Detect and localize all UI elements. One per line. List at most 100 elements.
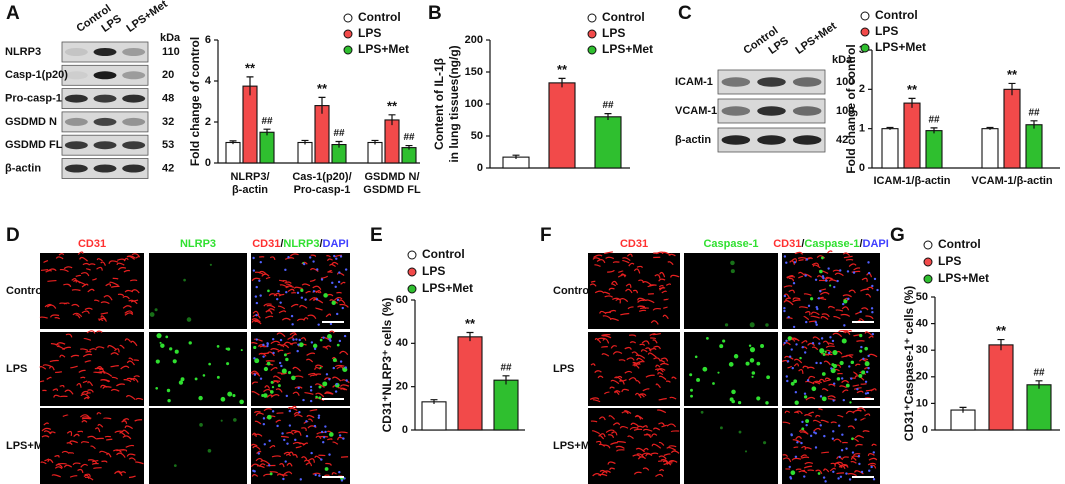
micro-texture: [801, 427, 805, 431]
micro-texture: [329, 330, 335, 334]
micro-texture: [816, 307, 819, 311]
micro-texture: [812, 264, 821, 269]
legend-label: LPS+Met: [875, 40, 926, 54]
micro-texture: [694, 355, 698, 359]
micro-texture: [868, 457, 878, 461]
micro-texture: [873, 277, 877, 281]
micro-texture: [59, 395, 68, 398]
micro-texture: [608, 309, 617, 313]
micro-texture: [633, 268, 641, 274]
micro-texture: [827, 342, 835, 345]
micro-texture: [46, 376, 52, 380]
micro-texture: [303, 459, 311, 463]
error-bar: [335, 140, 343, 148]
micro-texture: [89, 263, 96, 266]
micro-texture: [124, 310, 134, 314]
micro-texture: [826, 349, 833, 354]
micro-texture: [783, 285, 793, 288]
micro-texture: [130, 279, 138, 282]
micro-texture: [338, 431, 348, 434]
micro-texture: [290, 303, 299, 308]
micro-texture: [782, 457, 792, 463]
micro-texture: [42, 364, 52, 367]
micro-texture: [304, 298, 307, 301]
micro-texture: [630, 422, 639, 427]
micro-texture: [793, 446, 799, 449]
panel-letter: C: [678, 3, 692, 24]
micro-texture: [51, 474, 62, 478]
micro-texture: [287, 407, 298, 411]
micro-texture: [279, 279, 285, 283]
micro-texture: [295, 338, 298, 341]
micro-texture: [302, 398, 305, 402]
micro-texture: [800, 441, 803, 445]
micro-texture: [112, 449, 123, 453]
legend-marker: [923, 257, 933, 267]
micro-texture: [83, 337, 92, 341]
blot-band: [64, 164, 88, 173]
micro-texture: [804, 274, 807, 277]
micro-texture: [856, 407, 866, 412]
micro-texture: [825, 353, 833, 356]
micro-texture: [216, 345, 220, 348]
micro-texture: [659, 271, 666, 278]
micro-texture: [859, 310, 862, 313]
bar: [242, 85, 258, 164]
micro-texture: [250, 370, 260, 375]
y-tick-label: 200: [465, 34, 483, 46]
micro-texture: [331, 300, 336, 306]
micro-texture: [110, 364, 119, 368]
row-label: β-actin: [5, 162, 41, 174]
micro-texture: [254, 271, 265, 276]
row-label: Casp-1(p20): [5, 69, 68, 81]
micro-texture: [854, 435, 861, 439]
micro-texture: [813, 427, 821, 432]
micro-texture: [795, 468, 802, 471]
micro-texture: [100, 384, 108, 388]
micro-texture: [315, 395, 318, 399]
micro-texture: [39, 316, 48, 319]
micro-texture: [119, 431, 126, 436]
micro-texture: [835, 309, 844, 312]
micro-texture: [788, 355, 792, 358]
micro-texture: [173, 464, 177, 468]
micro-texture: [260, 460, 271, 465]
micro-texture: [304, 392, 314, 395]
panel-letter: B: [428, 3, 442, 24]
micro-texture: [266, 414, 272, 420]
significance: ##: [500, 362, 512, 373]
y-tick-label: 30: [916, 344, 928, 356]
micro-texture: [828, 383, 836, 387]
micro-texture: [629, 426, 639, 431]
micro-texture: [867, 453, 875, 456]
micro-texture: [277, 384, 281, 388]
micro-texture: [160, 343, 165, 348]
micro-texture: [632, 361, 640, 366]
micro-texture: [92, 371, 102, 374]
y-tick-label: 50: [916, 291, 928, 303]
micro-texture: [821, 396, 827, 402]
micro-texture: [864, 361, 870, 367]
micro-texture: [301, 283, 311, 287]
y-tick-label: 10: [916, 397, 928, 409]
significance: ##: [928, 115, 940, 126]
micro-texture: [868, 469, 871, 472]
micro-texture: [805, 320, 808, 324]
micro-texture: [824, 377, 832, 381]
micro-texture: [329, 339, 332, 342]
micro-texture: [850, 457, 857, 461]
micro-texture: [267, 289, 270, 293]
micro-texture: [831, 339, 835, 343]
micro-texture: [666, 423, 677, 428]
error-bar: [986, 126, 994, 130]
micro-texture: [124, 425, 133, 430]
micro-texture: [327, 438, 333, 441]
micro-texture: [827, 250, 833, 254]
micro-texture: [77, 468, 84, 474]
blot-band: [721, 106, 751, 116]
micro-texture: [841, 306, 850, 311]
micro-texture: [120, 365, 130, 370]
micro-texture: [324, 425, 327, 428]
micro-texture: [295, 445, 302, 449]
micro-texture: [65, 333, 73, 338]
